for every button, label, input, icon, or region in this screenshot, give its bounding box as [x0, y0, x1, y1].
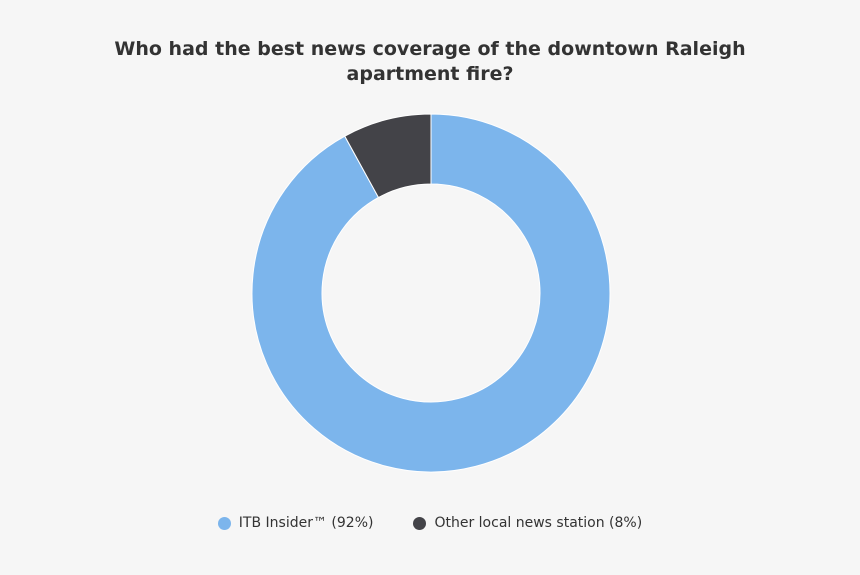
legend-label-other-local: Other local news station (8%) — [434, 515, 643, 531]
legend: ITB Insider™ (92%) Other local news stat… — [0, 515, 860, 531]
donut-slice-itb-insider[interactable] — [251, 113, 611, 473]
legend-item-itb-insider[interactable]: ITB Insider™ (92%) — [217, 515, 374, 531]
chart-title: Who had the best news coverage of the do… — [114, 38, 746, 85]
donut-slice-other-local-news-station[interactable] — [344, 113, 432, 199]
legend-item-other-local[interactable]: Other local news station (8%) — [413, 515, 642, 531]
legend-label-itb-insider: ITB Insider™ (92%) — [238, 515, 374, 531]
legend-swatch-itb-insider — [217, 516, 231, 530]
legend-swatch-other-local — [413, 516, 427, 530]
